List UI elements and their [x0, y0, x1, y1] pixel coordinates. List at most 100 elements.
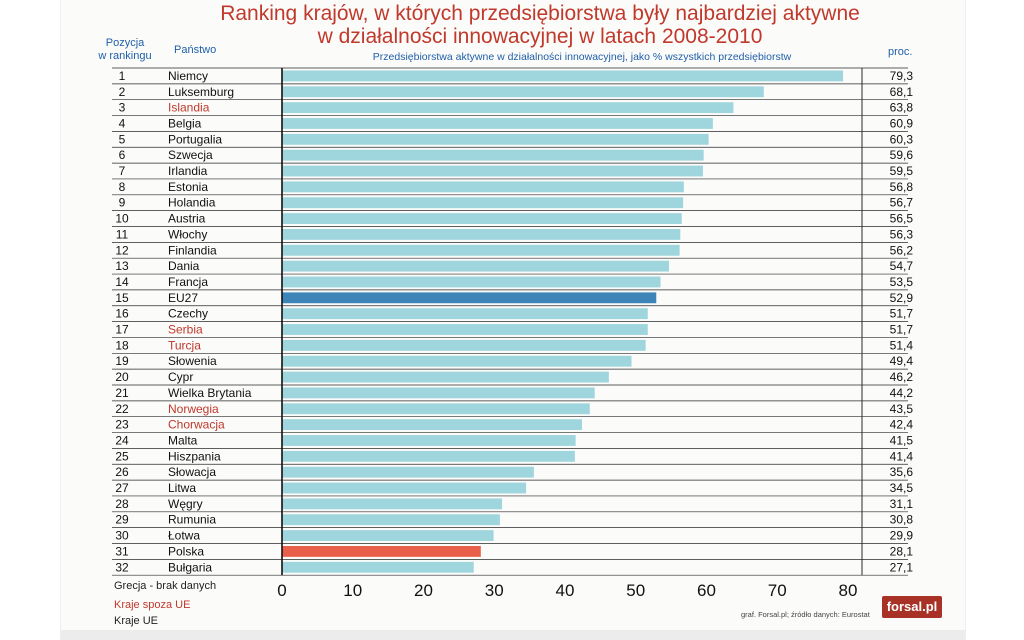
card-bottom-shade [61, 630, 965, 640]
bar-słowacja [282, 466, 534, 478]
country-label: Serbia [168, 323, 203, 337]
missing-data-note: Grecja - brak danych [114, 580, 217, 592]
rank-label: 25 [115, 449, 129, 463]
country-label: Luksemburg [168, 85, 234, 99]
country-label: Islandia [168, 101, 210, 115]
rank-label: 1 [119, 69, 126, 83]
x-tick-label: 50 [626, 581, 645, 600]
bar-chorwacja [282, 419, 582, 431]
rank-label: 32 [115, 560, 129, 574]
x-tick-label: 0 [277, 581, 286, 600]
value-label: 79,3 [890, 69, 914, 83]
bar-austria [282, 213, 682, 224]
bar-wielka-brytania [282, 387, 595, 399]
country-label: Rumunia [168, 513, 216, 527]
bar-estonia [282, 181, 684, 193]
rank-label: 31 [115, 544, 129, 558]
value-label: 51,7 [890, 307, 914, 321]
bar-litwa [282, 482, 527, 494]
country-label: Włochy [168, 227, 207, 241]
value-label: 35,6 [890, 465, 914, 479]
rank-label: 14 [115, 275, 129, 289]
bar-serbia [282, 324, 648, 335]
x-tick-label: 30 [485, 581, 504, 600]
country-label: Czechy [168, 307, 208, 321]
value-label: 46,2 [890, 370, 914, 384]
value-label: 59,5 [890, 164, 914, 178]
rank-label: 12 [115, 243, 129, 257]
bar-belgia [282, 118, 713, 129]
bar-niemcy [282, 70, 844, 82]
rank-label: 19 [115, 354, 129, 368]
country-label: Cypr [168, 370, 193, 384]
rank-label: 23 [115, 418, 129, 432]
value-label: 43,5 [890, 402, 914, 416]
x-tick-label: 20 [414, 581, 433, 600]
rank-header-line2: w rankingu [98, 50, 152, 62]
bar-holandia [282, 197, 684, 209]
forsal-logo: forsal.pl [882, 596, 942, 618]
rank-label: 17 [115, 323, 129, 337]
country-label: Holandia [168, 196, 216, 210]
value-label: 63,8 [890, 101, 914, 115]
source-note: graf. Forsal.pl; źródło danych: Eurostat [741, 610, 870, 619]
country-label: Hiszpania [168, 449, 221, 463]
rank-label: 18 [115, 338, 129, 352]
rank-label: 15 [115, 291, 129, 305]
value-label: 52,9 [890, 291, 914, 305]
rank-label: 8 [119, 180, 126, 194]
value-label: 56,7 [890, 196, 914, 210]
x-tick-label: 80 [839, 581, 858, 600]
rank-label: 21 [115, 386, 129, 400]
country-label: Malta [168, 433, 198, 447]
value-label: 44,2 [890, 386, 914, 400]
country-label: Austria [168, 212, 206, 226]
bar-hiszpania [282, 450, 575, 462]
country-label: EU27 [168, 291, 198, 305]
country-label: Węgry [168, 497, 203, 511]
x-tick-label: 70 [768, 581, 787, 600]
country-label: Dania [168, 259, 200, 273]
rank-label: 9 [119, 196, 126, 210]
rank-label: 13 [115, 259, 129, 273]
bar-polska [282, 546, 481, 557]
rank-label: 20 [115, 370, 129, 384]
chart-title-line2: w działalności innowacyjnej w latach 200… [317, 25, 763, 48]
legend-eu: Kraje UE [114, 615, 159, 627]
value-label: 51,7 [890, 323, 914, 337]
bar-islandia [282, 102, 734, 114]
value-label: 49,4 [890, 354, 914, 368]
bar-dania [282, 260, 670, 272]
chart-subtitle: Przedsiębiorstwa aktywne w działalności … [372, 51, 792, 63]
value-label: 53,5 [890, 275, 914, 289]
value-label: 29,9 [890, 529, 914, 543]
rank-label: 29 [115, 513, 129, 527]
bar-finlandia [282, 244, 680, 256]
legend-non-eu: Kraje spoza UE [114, 599, 191, 611]
country-label: Litwa [168, 481, 196, 495]
rank-label: 4 [119, 116, 126, 130]
country-label: Francja [168, 275, 208, 289]
rank-label: 30 [115, 529, 129, 543]
value-label: 42,4 [890, 418, 914, 432]
value-label: 30,8 [890, 513, 914, 527]
country-header: Państwo [174, 44, 217, 56]
rank-label: 10 [115, 212, 129, 226]
bar-włochy [282, 229, 681, 240]
country-label: Turcja [168, 338, 201, 352]
country-label: Estonia [168, 180, 208, 194]
rank-label: 5 [119, 132, 126, 146]
value-label: 68,1 [890, 85, 914, 99]
rank-label: 26 [115, 465, 129, 479]
rank-label: 16 [115, 307, 129, 321]
rank-label: 3 [119, 101, 126, 115]
bar-luksemburg [282, 86, 764, 98]
bar-irlandia [282, 165, 703, 177]
bar-turcja [282, 339, 646, 351]
rank-label: 24 [115, 433, 129, 447]
bar-rumunia [282, 514, 500, 526]
rank-header-line1: Pozycja [105, 37, 145, 49]
rank-label: 27 [115, 481, 129, 495]
